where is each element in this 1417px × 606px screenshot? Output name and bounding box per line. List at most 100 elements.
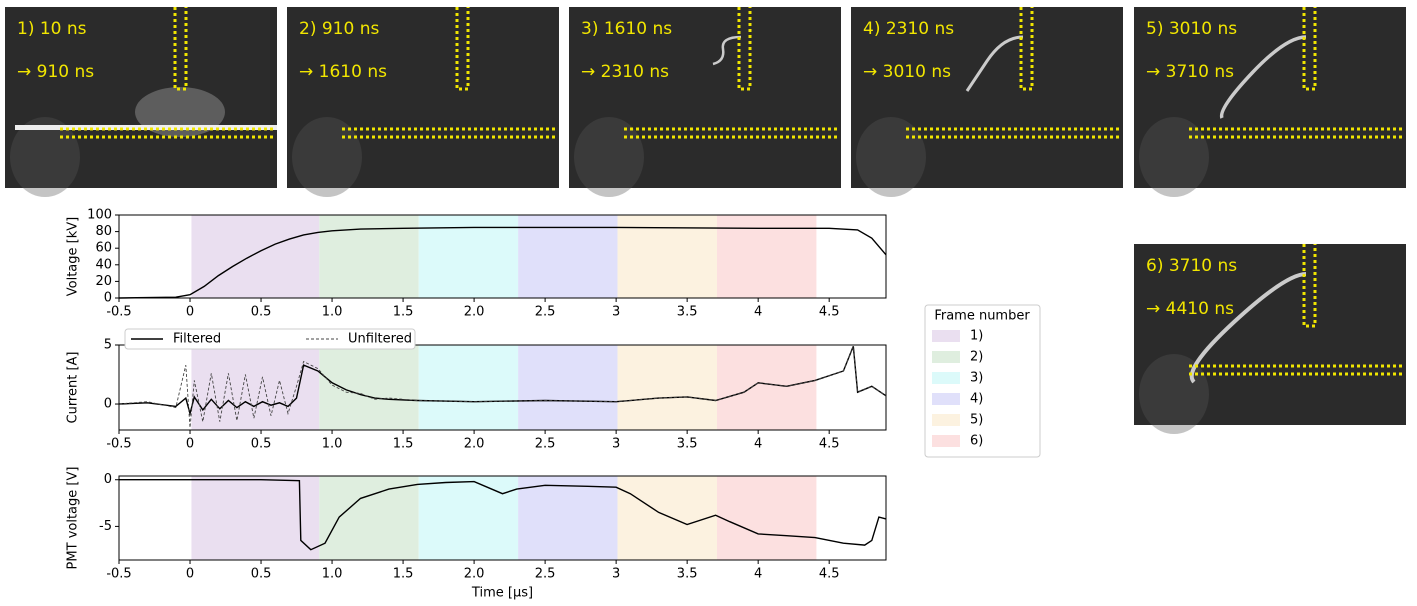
frame-end-label: → 2310 ns [581,62,669,82]
frame-band [418,215,519,298]
legend-label: 5) [970,413,983,428]
frame-band [716,476,817,560]
frame-band [319,345,419,430]
data-line [118,345,887,417]
streamer [1189,272,1307,384]
frame-band [518,215,618,298]
frame-label: 6) 3710 ns [1146,256,1237,276]
x-axis-label: Time [μs] [471,586,533,601]
frame-band [418,345,519,430]
frame-end-label: → 4410 ns [1146,299,1234,319]
frame-band [191,215,320,298]
x-tick-label: 4.5 [819,437,840,452]
needle-electrode [737,7,752,91]
legend-label: 2) [970,350,983,365]
frame-glow [292,117,362,197]
legend-label: Filtered [173,332,221,347]
streamer [712,35,742,66]
frame-band [319,215,419,298]
x-tick-label: 4 [754,305,762,320]
y-tick-label: 0 [104,397,112,412]
needle-electrode [1302,244,1317,328]
frame-image: 4) 2310 ns → 3010 ns [851,7,1123,197]
needle-electrode [455,7,470,91]
x-tick-label: 1.0 [322,437,343,452]
legend-swatch [932,414,960,426]
x-tick-label: 0 [186,567,194,582]
frame-image: 5) 3010 ns → 3710 ns [1134,7,1406,197]
x-tick-label: 4.5 [819,567,840,582]
frame-end-label: → 910 ns [17,62,94,82]
plot-frame [118,344,887,431]
frame-end-label: → 3010 ns [863,62,951,82]
data-line [118,226,887,299]
y-tick-label: 5 [104,338,112,353]
frame-background [851,7,1123,188]
frame-glow [856,117,926,197]
frame-label: 2) 910 ns [299,19,379,39]
x-tick-label: 1.5 [393,567,414,582]
frame-band [716,345,817,430]
legend-label: 3) [970,371,983,386]
x-tick-label: 1.0 [322,305,343,320]
frame-label: 5) 3010 ns [1146,19,1237,39]
plot-frame [118,475,887,561]
x-tick-label: 3.5 [677,437,698,452]
y-tick-label: 40 [95,257,112,272]
frame-image: 3) 1610 ns → 2310 ns [569,7,841,197]
frame-glow [574,117,644,197]
legend-title: Frame number [934,309,1030,324]
frame-band [319,476,419,560]
plot-frame [118,214,887,299]
frame-label: 3) 1610 ns [581,19,672,39]
frame-band [191,476,320,560]
x-tick-label: 4 [754,437,762,452]
discharge-glow [135,87,225,137]
x-tick-label: 0 [186,437,194,452]
x-tick-label: -0.5 [106,567,131,582]
y-tick-label: -5 [99,519,112,534]
y-tick-label: 0 [104,291,112,306]
legend-label: 1) [970,329,983,344]
x-tick-label: 2.5 [535,437,556,452]
x-tick-label: 1.0 [322,567,343,582]
frame-band [418,476,519,560]
frame-band [191,345,320,430]
data-line [118,346,887,428]
legend-box [124,328,416,350]
x-tick-label: 3 [612,437,620,452]
x-tick-label: 3.5 [677,305,698,320]
frame-image: 6) 3710 ns → 4410 ns [1134,244,1406,434]
frame-background [569,7,841,188]
streamer [965,35,1024,92]
frame-band [617,215,717,298]
frame-background [5,7,277,188]
y-axis-label: PMT voltage [V] [66,467,81,570]
x-tick-label: 1.5 [393,305,414,320]
frame-background [1134,7,1406,188]
x-tick-label: 2.0 [464,437,485,452]
frame-background [1134,244,1406,425]
legend-swatch [932,330,960,342]
x-tick-label: 1.5 [393,437,414,452]
needle-electrode [173,7,188,91]
frame-glow [1139,117,1209,197]
y-tick-label: 80 [95,224,112,239]
streamer [1219,35,1307,119]
needle-electrode [1302,7,1317,91]
x-tick-label: 2.5 [535,305,556,320]
frame-glow [1139,354,1209,434]
x-tick-label: 4.5 [819,305,840,320]
frame-end-label: → 3710 ns [1146,62,1234,82]
y-axis-label: Current [A] [66,352,81,424]
frame-background [287,7,559,188]
legend-swatch [932,435,960,447]
legend-label: Unfiltered [348,332,412,347]
frame-band [518,476,618,560]
x-tick-label: 0.5 [251,305,272,320]
frame-band [617,476,717,560]
legend-swatch [932,372,960,384]
legend-swatch [932,393,960,405]
x-tick-label: 0.5 [251,567,272,582]
